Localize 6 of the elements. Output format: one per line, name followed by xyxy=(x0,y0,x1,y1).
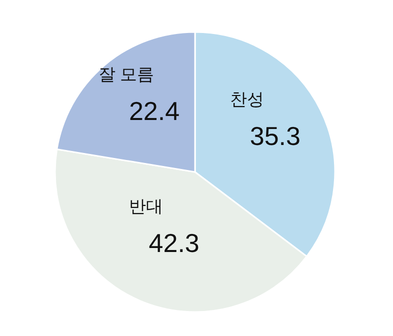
slice-label: 잘 모름 xyxy=(98,65,154,84)
slice-label: 찬성 xyxy=(230,90,264,110)
data-label: 35.3 xyxy=(250,121,300,152)
data-label: 42.3 xyxy=(148,228,200,258)
slice-label: 반대 xyxy=(129,197,164,216)
data-label: 22.4 xyxy=(128,96,180,126)
